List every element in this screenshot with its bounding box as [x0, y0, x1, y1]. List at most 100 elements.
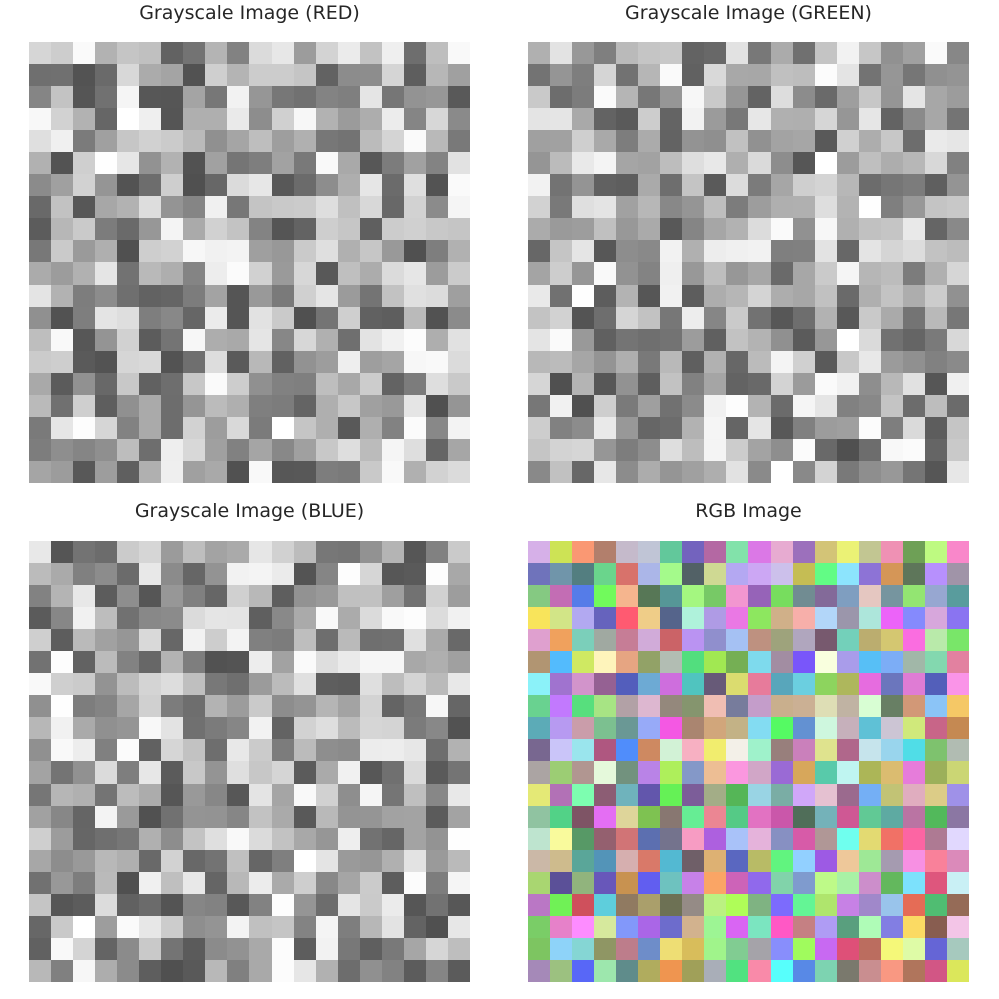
pixel-cell [359, 805, 382, 828]
pixel-cell [682, 585, 705, 608]
pixel-cell [183, 563, 206, 586]
pixel-cell [858, 130, 881, 153]
pixel-cell [550, 849, 573, 872]
pixel-cell [381, 805, 404, 828]
pixel-cell [403, 108, 426, 131]
pixel-cell [161, 827, 184, 850]
pixel-cell [902, 174, 925, 197]
pixel-cell [682, 805, 705, 828]
pixel-cell [293, 438, 316, 461]
pixel-cell [814, 218, 837, 241]
pixel-cell [770, 460, 793, 483]
pixel-cell [73, 673, 96, 696]
pixel-cell [638, 240, 661, 263]
pixel-cell [572, 64, 595, 87]
pixel-cell [814, 372, 837, 395]
pixel-cell [425, 438, 448, 461]
pixel-cell [447, 783, 470, 806]
pixel-cell [682, 372, 705, 395]
pixel-cell [161, 240, 184, 263]
pixel-cell [139, 174, 162, 197]
pixel-cell [183, 218, 206, 241]
pixel-cell [594, 372, 617, 395]
pixel-cell [528, 152, 551, 175]
pixel-cell [183, 849, 206, 872]
pixel-cell [227, 174, 250, 197]
pixel-cell [704, 262, 727, 285]
pixel-cell [447, 629, 470, 652]
pixel-cell [660, 915, 683, 938]
pixel-cell [293, 350, 316, 373]
pixel-cell [748, 262, 771, 285]
pixel-cell [117, 328, 140, 351]
pixel-cell [594, 262, 617, 285]
pixel-cell [139, 130, 162, 153]
pixel-cell [616, 438, 639, 461]
pixel-cell [139, 607, 162, 630]
pixel-cell [403, 416, 426, 439]
pixel-cell [249, 196, 272, 219]
pixel-cell [572, 871, 595, 894]
pixel-cell [748, 739, 771, 762]
pixel-cell [249, 42, 272, 65]
pixel-cell [528, 42, 551, 65]
pixel-cell [814, 805, 837, 828]
pixel-cell [425, 372, 448, 395]
pixel-cell [315, 563, 338, 586]
pixel-cell [792, 761, 815, 784]
pixel-cell [902, 959, 925, 982]
pixel-cell [139, 86, 162, 109]
pixel-cell [359, 849, 382, 872]
pixel-cell [924, 959, 947, 982]
pixel-cell [403, 585, 426, 608]
pixel-cell [594, 218, 617, 241]
pixel-cell [638, 673, 661, 696]
pixel-cell [205, 394, 228, 417]
pixel-cell [315, 827, 338, 850]
pixel-cell [748, 761, 771, 784]
pixel-cell [858, 372, 881, 395]
pixel-cell [594, 460, 617, 483]
pixel-cell [528, 218, 551, 241]
pixel-cell [139, 350, 162, 373]
pixel-cell [359, 64, 382, 87]
pixel-cell [95, 262, 118, 285]
pixel-cell [117, 871, 140, 894]
pixel-cell [293, 306, 316, 329]
pixel-cell [924, 871, 947, 894]
pixel-cell [748, 394, 771, 417]
pixel-cell [293, 695, 316, 718]
pixel-cell [616, 695, 639, 718]
pixel-cell [858, 86, 881, 109]
pixel-cell [594, 607, 617, 630]
pixel-cell [660, 717, 683, 740]
pixel-cell [315, 328, 338, 351]
pixel-cell [638, 893, 661, 916]
pixel-cell [550, 240, 573, 263]
pixel-cell [161, 174, 184, 197]
pixel-cell [359, 152, 382, 175]
pixel-cell [205, 673, 228, 696]
pixel-cell [403, 306, 426, 329]
pixel-cell [447, 306, 470, 329]
pixel-cell [51, 394, 74, 417]
pixel-cell [814, 937, 837, 960]
pixel-cell [403, 372, 426, 395]
pixel-cell [880, 717, 903, 740]
pixel-cell [682, 218, 705, 241]
pixel-cell [29, 240, 52, 263]
pixel-cell [293, 915, 316, 938]
pixel-cell [447, 585, 470, 608]
pixel-cell [550, 284, 573, 307]
pixel-cell [572, 563, 595, 586]
pixel-cell [425, 350, 448, 373]
pixel-cell [594, 871, 617, 894]
pixel-cell [902, 438, 925, 461]
pixel-cell [359, 174, 382, 197]
pixel-cell [29, 86, 52, 109]
pixel-cell [814, 563, 837, 586]
pixel-cell [117, 372, 140, 395]
pixel-cell [117, 805, 140, 828]
pixel-cell [227, 218, 250, 241]
pixel-cell [315, 130, 338, 153]
